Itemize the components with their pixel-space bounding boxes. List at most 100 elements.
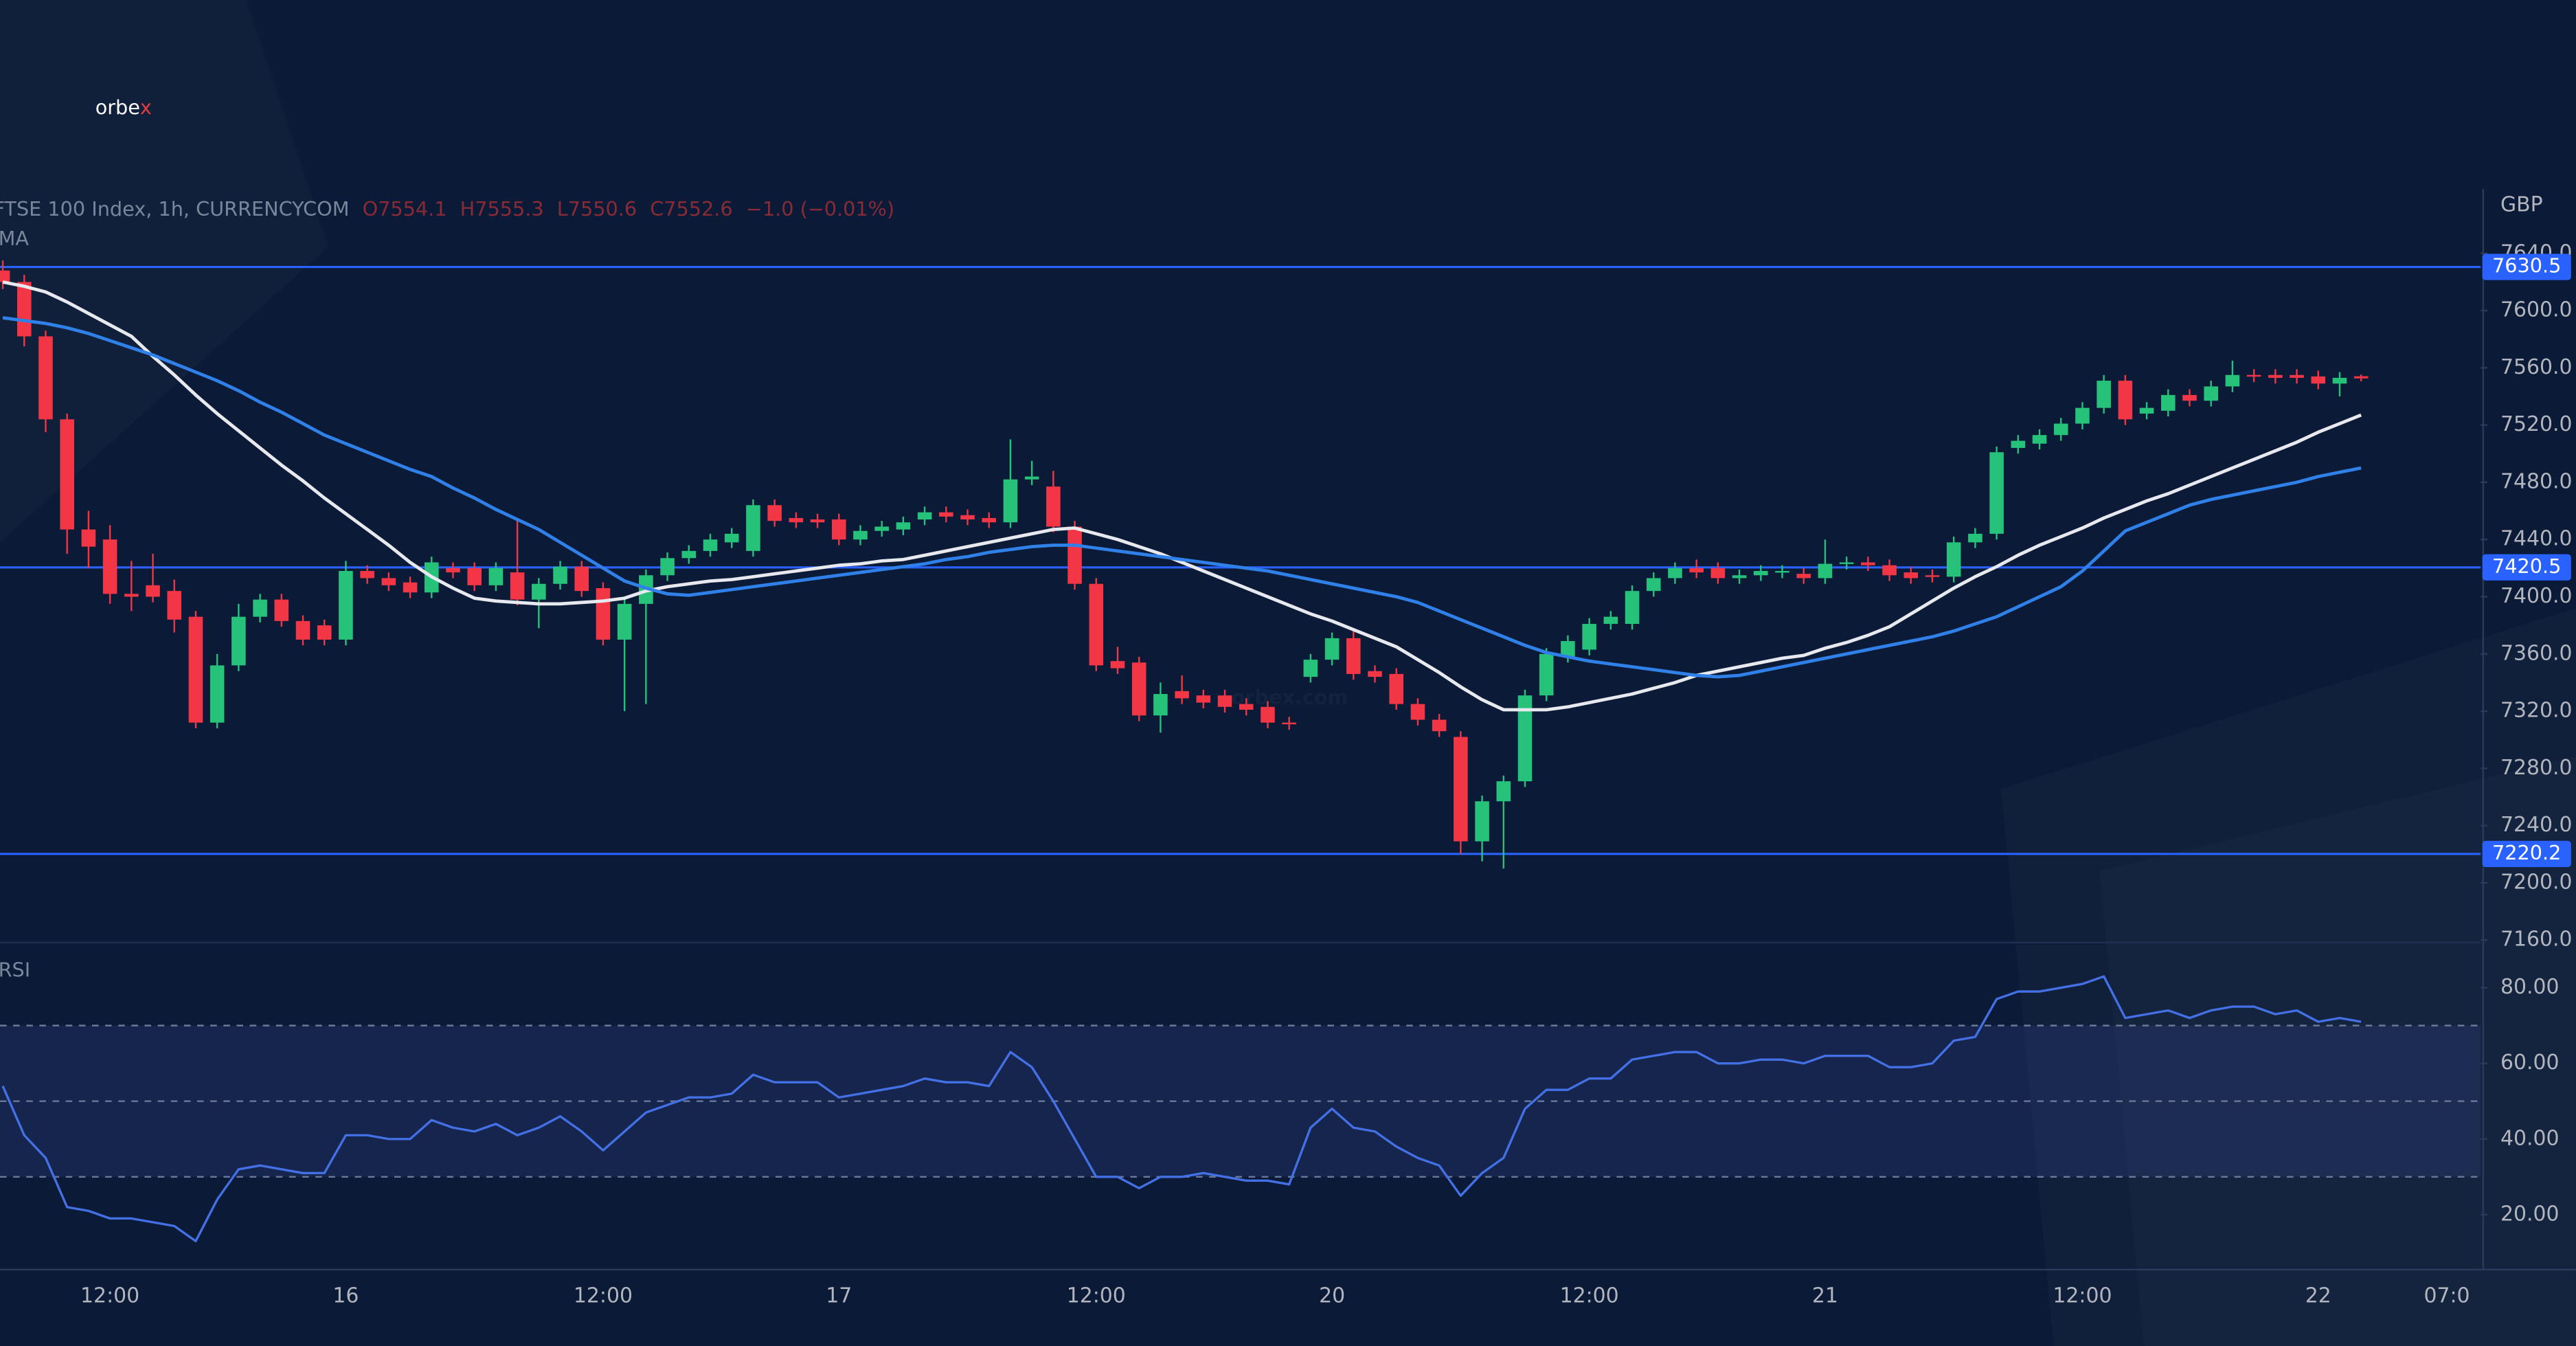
candle-body xyxy=(1239,704,1254,710)
candle-body xyxy=(188,616,203,723)
candle-body xyxy=(1796,574,1811,579)
x-tick-label: 07:0 xyxy=(2424,1284,2470,1308)
candle-body xyxy=(1217,695,1232,707)
candle-body xyxy=(703,539,718,551)
level-badge xyxy=(2482,554,2571,581)
ohlc-high: H7555.3 xyxy=(460,197,544,221)
candle-body xyxy=(1368,671,1382,677)
candle-body xyxy=(2097,381,2111,408)
candle-body xyxy=(2290,374,2304,378)
candle-body xyxy=(1754,571,1768,576)
candle-body xyxy=(532,583,546,600)
candle-body xyxy=(1839,562,1854,564)
candle-body xyxy=(1196,695,1211,703)
logo-x: x xyxy=(140,96,152,119)
candle-body xyxy=(1024,476,1039,480)
candle-body xyxy=(2204,386,2218,401)
candle-body xyxy=(2032,435,2047,444)
candle-body xyxy=(1261,706,1275,723)
y-tick-label: 7160.0 xyxy=(2500,928,2573,952)
rsi-pane xyxy=(0,975,2481,1243)
logo: orbex xyxy=(95,96,152,119)
candle-body xyxy=(574,566,589,592)
candle-body xyxy=(167,591,182,620)
y-tick-label: 7240.0 xyxy=(2500,813,2573,837)
candle-body xyxy=(1303,660,1318,677)
y-tick-label: 7600.0 xyxy=(2500,298,2573,322)
candle-body xyxy=(16,282,32,337)
candle-body xyxy=(896,522,911,530)
candle-body xyxy=(2075,407,2090,424)
candle-body xyxy=(253,599,267,617)
candle-body xyxy=(746,505,760,551)
candle-body xyxy=(1775,571,1789,573)
candle-body xyxy=(1903,572,1919,579)
candle-body xyxy=(553,566,567,584)
candle-body xyxy=(2353,376,2369,379)
axes: 7640.07600.07560.07520.07480.07440.07400… xyxy=(80,240,2572,1308)
candle-body xyxy=(381,578,396,585)
candle-body xyxy=(789,517,804,523)
legend: FTSE 100 Index, 1h, CURRENCYCOM O7554.1 H7… xyxy=(0,197,894,221)
candle-body xyxy=(1925,575,1940,577)
candle-body xyxy=(1496,781,1511,802)
moving-average xyxy=(2,280,2362,712)
x-tick-label: 12:00 xyxy=(2053,1284,2112,1308)
candle-body xyxy=(81,529,96,547)
candle-body xyxy=(596,587,611,640)
candle-body xyxy=(2268,374,2283,378)
candle-body xyxy=(1389,673,1404,704)
candle-body xyxy=(231,616,246,666)
candle-body xyxy=(874,526,889,531)
candle-body xyxy=(1818,563,1833,579)
rsi-line xyxy=(1,975,2362,1243)
candle-body xyxy=(467,568,482,585)
candle-body xyxy=(1646,578,1661,592)
x-tick-label: 12:00 xyxy=(1067,1284,1126,1308)
candle-body xyxy=(1668,568,1682,579)
candle-body xyxy=(2011,440,2026,448)
x-tick-label: 20 xyxy=(1319,1284,1345,1308)
candle-body xyxy=(1732,575,1747,579)
candle-body xyxy=(1475,801,1489,842)
symbol: FTSE 100 Index, 1h, CURRENCYCOM xyxy=(0,197,349,221)
candle-body xyxy=(1432,719,1447,732)
candle-body xyxy=(2246,374,2261,377)
candle-body xyxy=(1110,661,1125,669)
candle-body xyxy=(1089,583,1104,666)
y-tick-label: 7280.0 xyxy=(2500,756,2573,780)
moving-average xyxy=(2,316,2362,679)
candle-body xyxy=(0,270,10,282)
candle-body xyxy=(831,519,846,540)
ohlc-open: O7554.1 xyxy=(363,197,447,221)
candle-body xyxy=(339,571,353,640)
candle-body xyxy=(2053,423,2068,436)
candle-body xyxy=(982,517,997,523)
y-tick-label: 7440.0 xyxy=(2500,527,2573,551)
candle-body xyxy=(1153,694,1168,716)
y-tick-label: 7400.0 xyxy=(2500,584,2573,608)
x-tick-label: 22 xyxy=(2305,1284,2331,1308)
candle-body xyxy=(1539,653,1554,696)
candle-body xyxy=(2225,374,2240,387)
candle-body xyxy=(810,519,825,523)
x-tick-label: 12:00 xyxy=(574,1284,633,1308)
candle-body xyxy=(1861,562,1875,565)
candle-body xyxy=(2311,376,2326,384)
candle-body xyxy=(1710,568,1726,579)
unit-label: GBP xyxy=(2500,192,2543,216)
candle-body xyxy=(1175,691,1189,699)
candle-body xyxy=(1046,486,1061,527)
candle-body xyxy=(210,665,225,723)
candle-body xyxy=(1946,542,1961,577)
candle-body xyxy=(1131,662,1146,716)
candle-body xyxy=(2139,407,2154,414)
y-tick-label: 7320.0 xyxy=(2500,699,2573,723)
candle-body xyxy=(1282,722,1296,725)
candle-body xyxy=(360,571,374,579)
rsi-label: RSI xyxy=(0,958,30,982)
candle-body xyxy=(767,505,782,521)
logo-text: orbe xyxy=(95,96,140,119)
candle-body xyxy=(681,550,697,559)
candle-body xyxy=(1346,638,1361,674)
